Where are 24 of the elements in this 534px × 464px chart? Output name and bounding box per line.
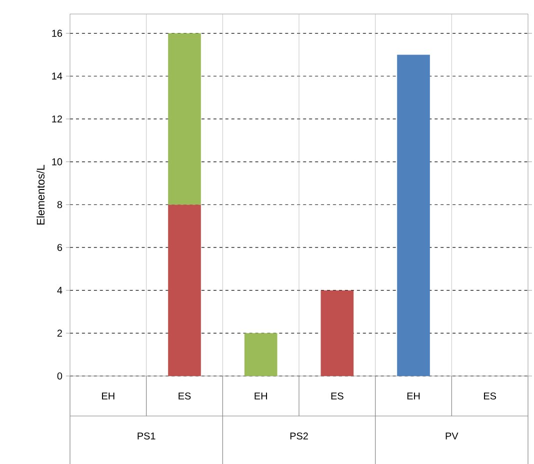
text: PS2 (290, 432, 308, 440)
x-tick-label: EH (102, 392, 114, 400)
y-tick-label: 6 (57, 244, 62, 251)
x-tick-label: ES (484, 392, 496, 400)
x-tick-label: EH (254, 392, 267, 400)
x-tick-label: ES (331, 392, 344, 400)
y-tick-label: 10 (52, 158, 62, 166)
y-tick-label: 14 (52, 72, 62, 80)
x-tick-label: ES (178, 392, 191, 400)
y-tick-label: 12 (52, 115, 62, 122)
bar (320, 290, 354, 376)
y-tick-label: 0 (57, 372, 62, 380)
y-tick-label: 16 (52, 30, 62, 37)
y-tick-label: 4 (57, 286, 62, 294)
y-axis-title: Elementos/L (36, 164, 45, 224)
text: PV (446, 432, 458, 440)
y-tick-label: 8 (57, 200, 62, 208)
text: PS1 (138, 432, 156, 440)
bar (244, 333, 278, 376)
x-tick-label: EH (407, 392, 420, 400)
y-tick-label: 2 (57, 330, 62, 336)
bar (168, 204, 201, 376)
bar (168, 33, 201, 204)
bar (397, 54, 430, 376)
